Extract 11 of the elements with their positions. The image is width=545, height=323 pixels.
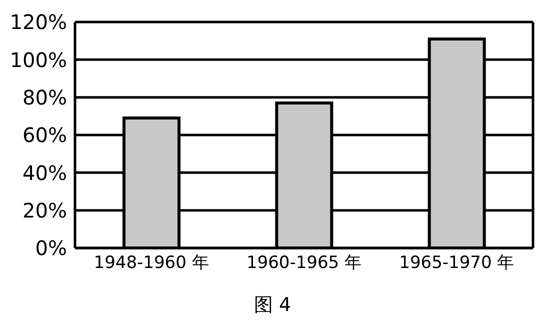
caption: 图 4 [252, 293, 292, 318]
y-tick-label: 120% [10, 10, 67, 34]
y-tick-label: 0% [35, 236, 67, 260]
y-tick-label: 80% [22, 85, 67, 110]
y-tick-label: 40% [22, 160, 67, 185]
x-tick-label: 1948-1960 年 [94, 253, 209, 274]
y-tick-label: 60% [22, 123, 67, 148]
y-tick-label: 20% [22, 198, 67, 222]
x-tick-label: 1960-1965 年 [246, 253, 362, 274]
y-tick-label: 100% [10, 48, 67, 72]
x-tick-label: 1965-1970 年 [399, 253, 514, 274]
